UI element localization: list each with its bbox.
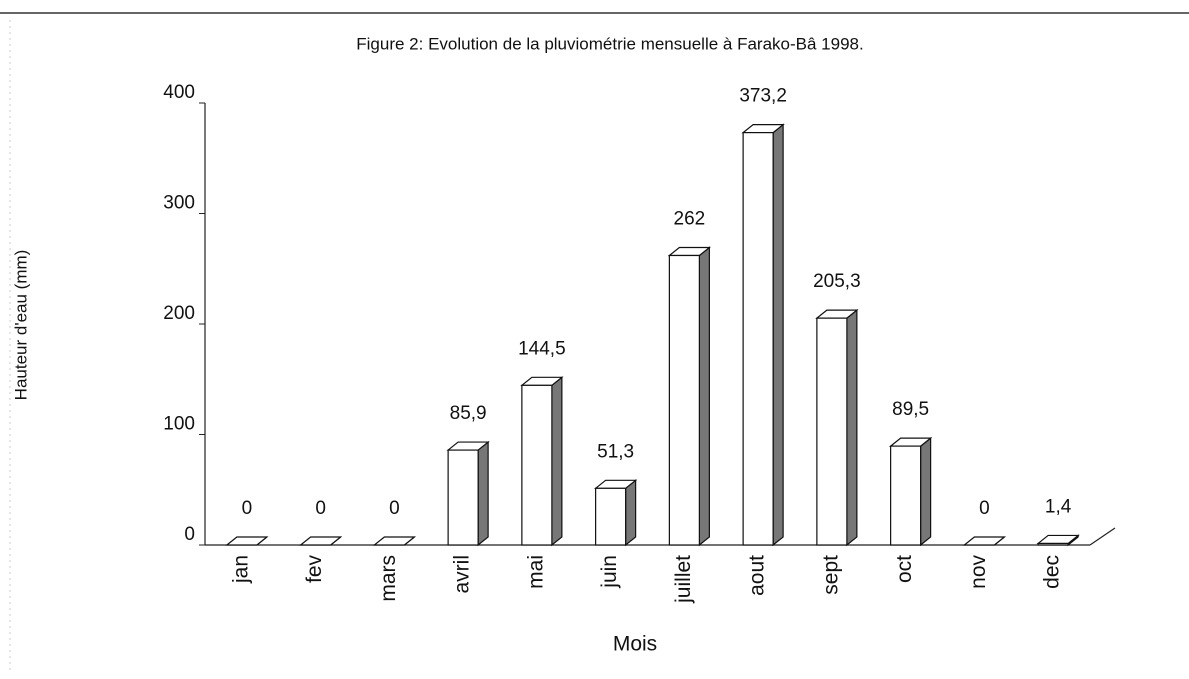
y-tick-label: 400 bbox=[163, 82, 195, 103]
bar bbox=[593, 479, 638, 547]
data-label: 0 bbox=[315, 498, 326, 519]
data-label: 373,2 bbox=[739, 86, 787, 107]
y-tick-label: 300 bbox=[163, 193, 195, 214]
bar-front bbox=[595, 487, 627, 546]
data-label: 262 bbox=[674, 209, 706, 230]
x-tick-label: oct bbox=[893, 555, 916, 583]
chart-title: Figure 2: Evolution de la pluviométrie m… bbox=[356, 34, 863, 53]
bar bbox=[298, 536, 343, 546]
y-axis-label: Hauteur d'eau (mm) bbox=[11, 250, 30, 401]
bar bbox=[520, 376, 564, 547]
data-label: 144,5 bbox=[518, 338, 566, 359]
bar-front bbox=[742, 132, 774, 546]
bar-side bbox=[625, 479, 637, 547]
bar-front bbox=[890, 445, 922, 546]
bar-top bbox=[372, 536, 417, 546]
x-tick-label: avril bbox=[451, 555, 474, 594]
x-tick-label: mars bbox=[377, 555, 400, 602]
floor-edge bbox=[1089, 527, 1116, 546]
data-label: 85,9 bbox=[450, 403, 487, 424]
data-label: 205,3 bbox=[813, 271, 861, 292]
bar bbox=[225, 536, 269, 546]
bar-side bbox=[846, 308, 858, 547]
bar-side bbox=[772, 123, 784, 547]
data-label: 51,3 bbox=[597, 441, 634, 462]
data-label: 0 bbox=[389, 498, 400, 519]
x-tick-label: aout bbox=[746, 555, 769, 596]
x-tick-label: juin bbox=[598, 555, 621, 589]
data-label: 89,5 bbox=[892, 399, 929, 420]
bar bbox=[741, 123, 785, 547]
bar bbox=[962, 536, 1007, 546]
bar-top bbox=[225, 536, 269, 546]
bar-top bbox=[298, 536, 343, 546]
bar bbox=[446, 440, 490, 547]
bar bbox=[372, 536, 417, 546]
bar bbox=[888, 436, 933, 547]
x-tick-label: dec bbox=[1041, 555, 1064, 589]
x-tick-label: sept bbox=[819, 555, 842, 595]
x-tick-label: fev bbox=[303, 555, 326, 584]
x-tick-label: jan bbox=[229, 555, 252, 584]
bar-top bbox=[962, 536, 1007, 546]
y-tick-label: 0 bbox=[184, 524, 195, 545]
bar-side bbox=[551, 376, 563, 547]
bar bbox=[667, 246, 712, 547]
bar-front bbox=[816, 317, 848, 546]
data-label: 1,4 bbox=[1045, 496, 1072, 517]
bar-front bbox=[447, 449, 479, 546]
data-label: 0 bbox=[242, 498, 253, 519]
x-tick-label: mai bbox=[524, 555, 547, 589]
bar-front bbox=[1037, 542, 1069, 546]
bar-side bbox=[698, 246, 710, 547]
y-tick-label: 100 bbox=[163, 414, 195, 435]
bar bbox=[1036, 534, 1080, 547]
bar-side bbox=[477, 440, 489, 547]
x-tick-label: juillet bbox=[672, 555, 695, 604]
bar-side bbox=[920, 436, 932, 547]
data-label: 0 bbox=[979, 498, 990, 519]
bar bbox=[815, 308, 859, 547]
x-axis-label: Mois bbox=[613, 633, 657, 656]
x-tick-label: nov bbox=[967, 555, 990, 589]
bar-front bbox=[668, 254, 700, 546]
y-tick-label: 200 bbox=[163, 303, 195, 324]
bar-front bbox=[521, 384, 553, 546]
